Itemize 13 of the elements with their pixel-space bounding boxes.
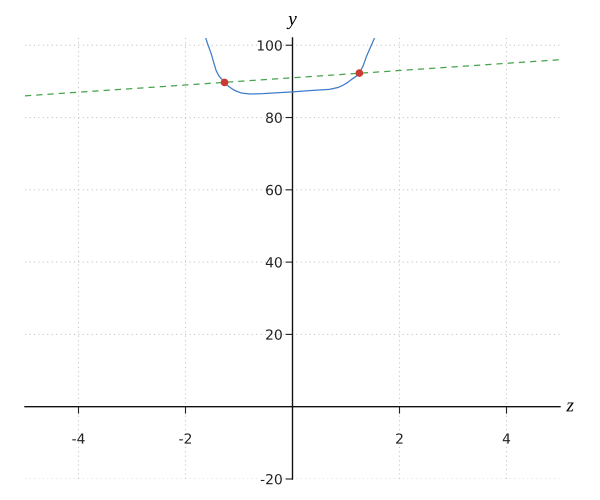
- y-axis-title: y: [286, 16, 297, 30]
- x-tick-label: -2: [179, 433, 192, 444]
- x-axis-title: z: [566, 402, 574, 412]
- x-tick-label: 4: [502, 434, 510, 444]
- y-tick-label: 100: [258, 40, 282, 51]
- y-tick-label: 20: [266, 329, 282, 340]
- y-tick-label: 80: [266, 112, 282, 123]
- x-tick-label: -4: [72, 434, 85, 444]
- y-tick-label: 60: [266, 184, 282, 196]
- y-tick-label: 40: [266, 257, 282, 268]
- line-series: [205, 38, 375, 95]
- y-tick-label: -20: [260, 474, 282, 484]
- x-tick-label: 2: [396, 433, 403, 444]
